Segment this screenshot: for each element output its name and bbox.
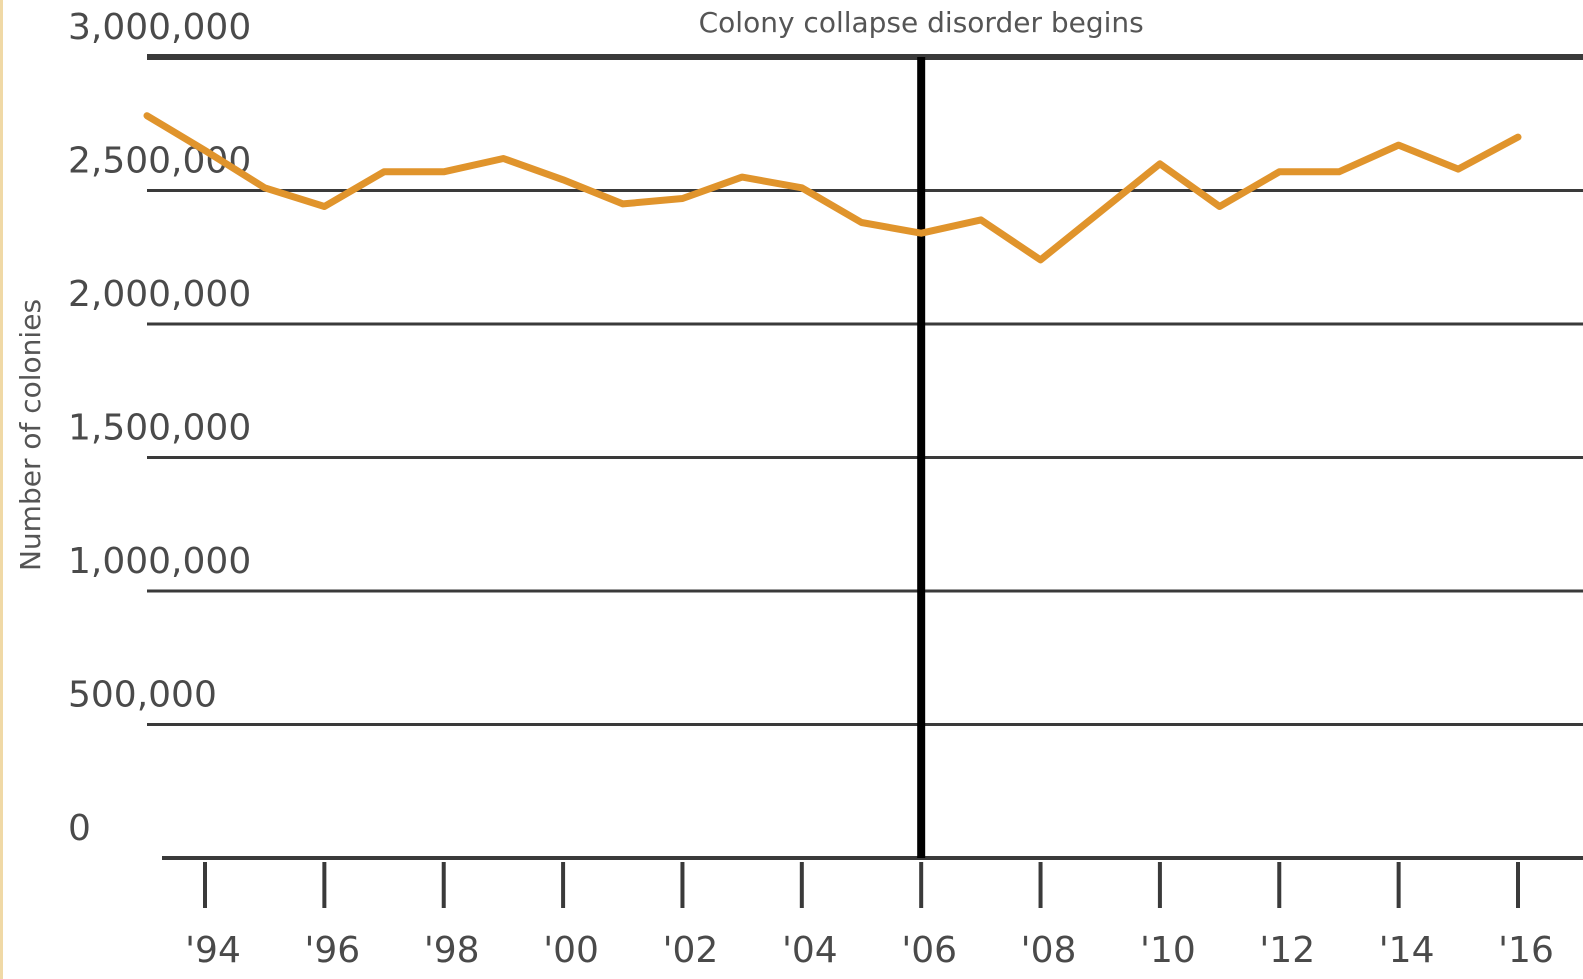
series [143,112,1522,264]
x-axis: '94 '96 '98 '00 '02 '04 '06 '08 '10 '12 '14 '16 [162,856,1583,971]
x-tick-label: '16 [1498,930,1554,971]
x-tick-label: '00 [543,930,599,971]
y-tick-label: 3,000,000 [68,7,251,48]
y-axis-title: Number of colonies [14,299,47,571]
x-tick-label: '08 [1021,930,1077,971]
y-tick-label: 0 [68,808,91,849]
x-tick-label: '94 [185,930,241,971]
y-tick-label: 1,000,000 [68,541,251,582]
annotation: Colony collapse disorder begins [699,6,1144,858]
x-tick-label: '10 [1140,930,1196,971]
x-tick-label: '98 [424,930,480,971]
x-tick-label: '02 [663,930,719,971]
y-tick-label: 1,500,000 [68,408,251,449]
x-tick-label: '06 [901,930,957,971]
y-tick-labels: 0500,0001,000,0001,500,0002,000,0002,500… [68,7,251,849]
frame-edge [0,0,3,979]
x-tick-label: '12 [1259,930,1315,971]
x-tick-label: '14 [1379,930,1435,971]
y-tick-label: 500,000 [68,675,217,716]
x-tick-label: '04 [782,930,838,971]
y-tick-label: 2,000,000 [68,274,251,315]
gridlines [147,54,1583,726]
series-line [143,112,1522,264]
annotation-label: Colony collapse disorder begins [699,6,1144,39]
x-tick-label: '96 [305,930,361,971]
